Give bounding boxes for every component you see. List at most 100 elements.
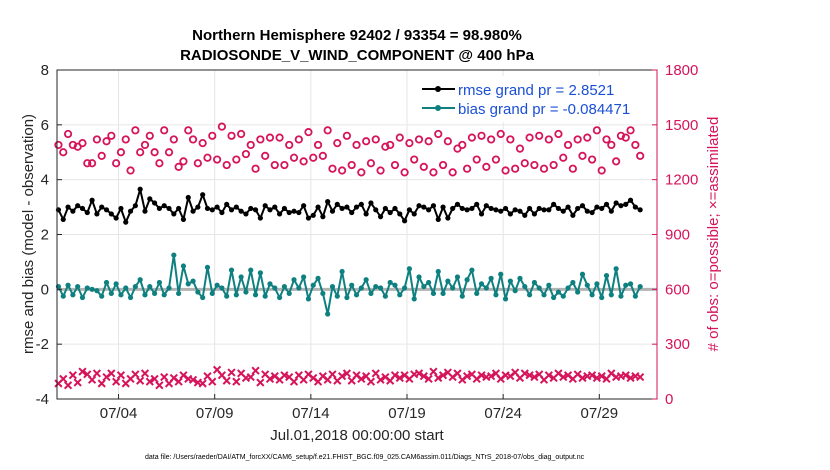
bias-point (166, 285, 172, 291)
bias-point (209, 290, 215, 297)
bias-point (238, 274, 244, 280)
obs-assimilated-point (376, 375, 385, 384)
obs-assimilated-point (597, 372, 606, 381)
obs-possible-point (592, 126, 602, 135)
obs-assimilated-point (357, 374, 366, 384)
bias-point (377, 285, 384, 291)
bias-point (142, 292, 148, 298)
obs-possible-point (145, 131, 154, 140)
obs-possible-point (116, 148, 126, 157)
bias-point (594, 281, 600, 287)
obs-possible-point (68, 140, 77, 150)
obs-assimilated-point (246, 372, 255, 382)
rmse-point (349, 209, 355, 216)
obs-assimilated-point (155, 381, 164, 390)
bias-point (440, 290, 446, 297)
obs-assimilated-point (251, 366, 260, 375)
rmse-point (373, 207, 379, 213)
rmse-point (224, 201, 230, 207)
y-right-tick-label: 900 (665, 227, 690, 244)
obs-possible-point (410, 155, 419, 164)
chart-title: Northern Hemisphere 92402 / 93354 = 98.9… (192, 27, 522, 44)
bias-point (84, 285, 90, 291)
bias-point (353, 292, 360, 298)
obs-possible-point (636, 151, 645, 161)
bias-point (349, 282, 355, 288)
rmse-point (75, 203, 81, 209)
bias-point (296, 285, 302, 291)
bias-point (310, 282, 316, 288)
rmse-point (228, 207, 235, 213)
rmse-point (243, 211, 249, 217)
obs-assimilated-point (188, 375, 198, 384)
obs-possible-point (256, 135, 265, 144)
rmse-point (392, 205, 398, 212)
rmse-point (113, 215, 119, 221)
obs-assimilated-point (520, 369, 529, 378)
bias-point (546, 282, 552, 288)
bias-point (195, 289, 201, 295)
bias-point (329, 283, 336, 290)
rmse-point (517, 208, 523, 214)
rmse-point (435, 216, 441, 223)
obs-possible-point (121, 135, 130, 144)
bias-point (397, 292, 403, 298)
rmse-point (200, 192, 206, 198)
obs-possible-point (390, 160, 400, 170)
bias-point (214, 282, 220, 288)
bias-point (325, 311, 331, 317)
obs-possible-point (419, 162, 428, 171)
rmse-point (401, 218, 408, 224)
rmse-point (594, 204, 600, 210)
bias-point (421, 283, 427, 290)
rmse-point (488, 205, 494, 212)
bias-point (584, 282, 590, 288)
rmse-point (248, 205, 254, 212)
bias-point (315, 275, 321, 281)
obs-possible-point (184, 126, 193, 135)
rmse-point (214, 204, 220, 210)
obs-possible-point (544, 135, 553, 144)
bias-point (426, 279, 432, 286)
obs-possible-point (626, 126, 635, 135)
x-tick-label: 07/14 (292, 405, 330, 422)
rmse-point (315, 204, 321, 210)
obs-possible-point (357, 168, 366, 177)
bias-point (363, 277, 369, 283)
obs-assimilated-point (63, 381, 73, 390)
obs-assimilated-point (174, 377, 183, 386)
rmse-point (142, 208, 148, 214)
obs-possible-point (203, 153, 212, 162)
bias-point (248, 267, 254, 273)
bias-point (219, 285, 225, 291)
obs-assimilated-point (636, 372, 645, 382)
obs-possible-point (193, 159, 202, 168)
rmse-point (426, 207, 432, 213)
bias-point (373, 283, 379, 290)
bias-point (224, 293, 230, 299)
rmse-point (60, 216, 66, 223)
rmse-point (233, 204, 239, 210)
obs-possible-point (160, 126, 169, 135)
rmse-point (70, 208, 76, 214)
rmse-point (301, 203, 307, 209)
bias-point (257, 270, 263, 276)
obs-assimilated-point (112, 377, 121, 386)
obs-possible-point (261, 151, 270, 161)
obs-assimilated-point (626, 373, 635, 383)
obs-possible-point (381, 142, 390, 151)
obs-possible-point (323, 126, 332, 135)
obs-assimilated-point (530, 372, 539, 382)
bias-point (200, 294, 206, 301)
obs-possible-point (602, 135, 611, 144)
obs-possible-point (155, 159, 164, 168)
obs-assimilated-point (160, 372, 169, 382)
rmse-point (89, 197, 95, 203)
rmse-point (176, 205, 182, 212)
bias-point (435, 268, 441, 275)
rmse-point (478, 211, 485, 217)
obs-assimilated-point (462, 372, 472, 381)
rmse-point (151, 200, 158, 206)
obs-possible-point (289, 153, 299, 162)
obs-possible-point (337, 166, 347, 175)
